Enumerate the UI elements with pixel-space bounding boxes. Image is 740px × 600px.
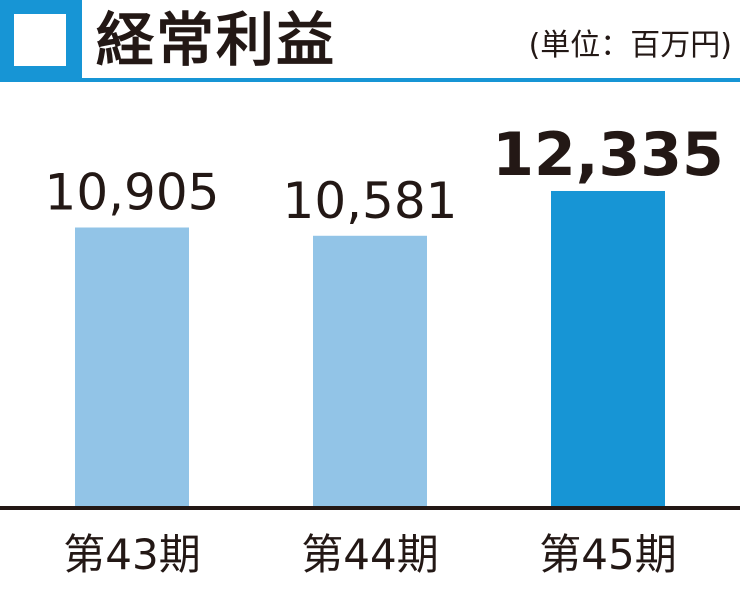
bar-3 (551, 190, 665, 506)
header-underline (0, 78, 740, 82)
bar-2 (313, 235, 427, 507)
chart-title: 経常利益 (96, 6, 337, 74)
unit-label: (単位：百万円) (528, 28, 732, 63)
bar-1 (75, 227, 189, 506)
header-band (0, 0, 82, 80)
category-label-3: 第45期 (539, 530, 677, 579)
value-label-1: 10,905 (45, 164, 220, 222)
category-label-1: 第43期 (63, 530, 201, 579)
value-label-2: 10,581 (283, 172, 458, 230)
category-label-2: 第44期 (301, 530, 439, 579)
square-icon (14, 14, 66, 66)
value-label-3: 12,335 (492, 120, 724, 190)
